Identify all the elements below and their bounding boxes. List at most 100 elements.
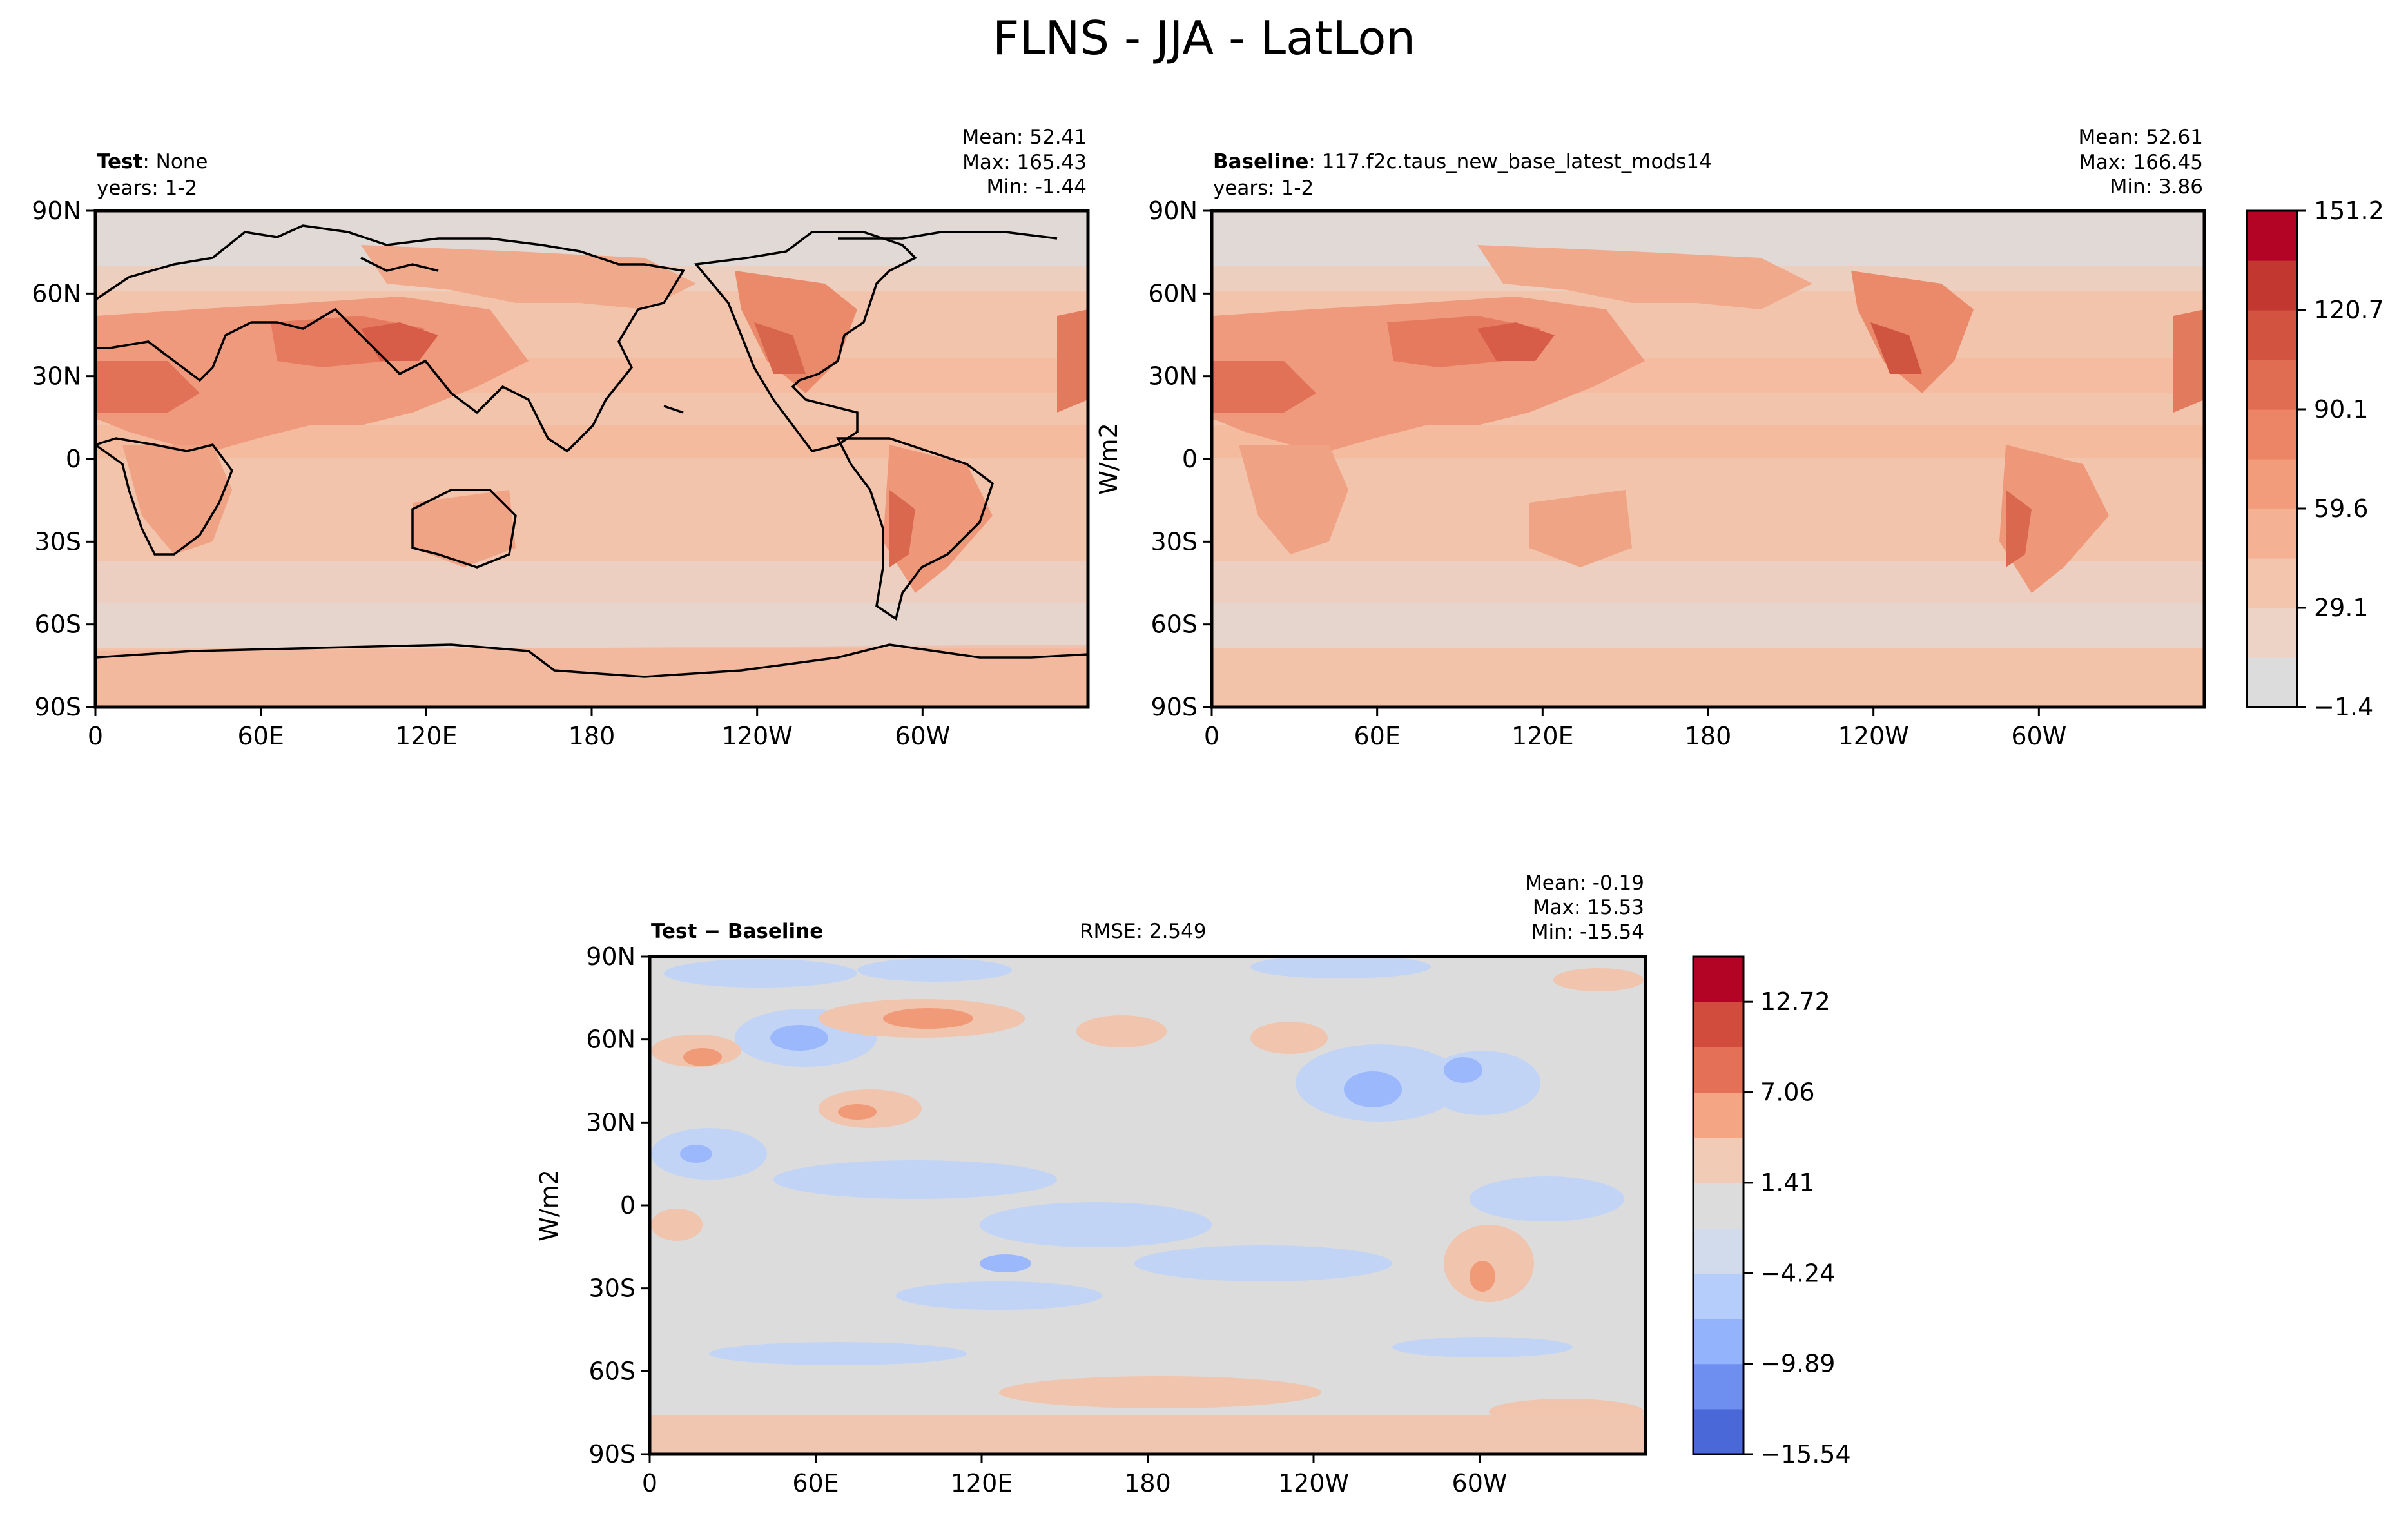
panel-diff-ylabel: W/m2 [535, 1169, 563, 1241]
panel-test-max: Max: 165.43 [962, 151, 1087, 174]
panel-test-xtick-label: 60W [895, 722, 950, 750]
colorbar-top-swatch [2247, 509, 2297, 559]
panel-baseline-ylabel: W/m2 [1094, 423, 1123, 495]
panel-baseline-field [1212, 211, 2204, 707]
colorbar-top-tick-label: 151.2 [2314, 197, 2384, 225]
panel-test-axes: 0 60E 120E 180 120W 60W 90N 60N 30N 0 30S 60S 90S [32, 197, 950, 750]
colorbar-top-swatch [2247, 360, 2297, 410]
panel-test-xtick-label: 60E [237, 722, 284, 750]
panel-diff-ytick-label: 30S [589, 1274, 636, 1303]
colorbar-diff: 12.72 7.06 1.41 −4.24 −9.89 −15.54 [1692, 955, 1851, 1468]
panel-diff-xtick-label: 60E [792, 1469, 839, 1497]
figure-title: FLNS - JJA - LatLon [993, 11, 1415, 65]
colorbar-diff-swatch [1693, 1182, 1743, 1229]
panel-baseline-ytick-label: 60S [1151, 610, 1198, 639]
panel-test-xtick-label: 120E [395, 722, 458, 750]
panel-test-coastlines [95, 224, 1088, 678]
colorbar-diff-swatch [1693, 957, 1743, 1002]
panel-test-title: Test: None [97, 150, 208, 173]
panel-baseline-years: years: 1-2 [1213, 177, 1314, 200]
panel-baseline-title: Baseline: 117.f2c.taus_new_base_latest_m… [1213, 150, 1712, 173]
panel-diff-rmse: RMSE: 2.549 [1080, 920, 1207, 943]
panel-diff-max: Max: 15.53 [1533, 896, 1644, 919]
panel-diff-xtick-label: 60W [1452, 1469, 1508, 1497]
panel-baseline-ytick-label: 30N [1148, 362, 1198, 391]
panel-diff-xtick-label: 0 [642, 1469, 657, 1497]
colorbar-diff-swatch [1693, 1273, 1743, 1319]
colorbar-top-swatch [2247, 260, 2297, 311]
panel-baseline-ytick-label: 60N [1148, 279, 1198, 307]
colorbar-top-swatch [2247, 409, 2297, 460]
colorbar-top-swatch [2247, 211, 2297, 261]
panel-baseline-min: Min: 3.86 [2110, 175, 2203, 199]
panel-baseline-xtick-label: 60W [2011, 722, 2066, 750]
panel-diff-title: Test − Baseline [651, 920, 823, 943]
panel-diff-ytick-label: 60S [589, 1357, 636, 1385]
colorbar-diff-swatch [1693, 1408, 1743, 1455]
panel-baseline-xtick-label: 180 [1685, 722, 1732, 750]
colorbar-diff-frame [1692, 955, 1745, 1455]
colorbar-diff-tick-label: 12.72 [1760, 988, 1830, 1016]
panel-test-xtick-label: 0 [88, 722, 103, 750]
panel-test-ytick-label: 60S [35, 610, 81, 639]
panel-baseline-xtick-label: 0 [1204, 722, 1219, 750]
panel-test-ytick-label: 90N [32, 197, 81, 225]
panel-baseline-ytick-label: 0 [1182, 445, 1198, 473]
panel-baseline-axes: 0 60E 120E 180 120W 60W 90N 60N 30N 0 30S 60S 90S [1148, 197, 2066, 750]
panel-baseline-ytick-label: 30S [1151, 527, 1198, 556]
colorbar-top-swatch [2247, 459, 2297, 509]
panel-diff: Test − Baseline RMSE: 2.549 Mean: -0.19 … [535, 871, 1647, 1497]
colorbar-diff-tick-label: 7.06 [1760, 1078, 1815, 1107]
colorbar-top-frame [2246, 209, 2298, 708]
panel-baseline-max: Max: 166.45 [2079, 151, 2203, 174]
colorbar-diff-swatch [1693, 1047, 1743, 1093]
panel-test-ytick-label: 0 [66, 445, 81, 473]
panel-diff-xtick-label: 180 [1124, 1469, 1171, 1497]
panel-test: Test: None years: 1-2 Mean: 52.41 Max: 1… [32, 126, 1090, 750]
panel-test-mean: Mean: 52.41 [962, 126, 1087, 149]
panel-baseline-ytick-label: 90N [1148, 197, 1198, 225]
panel-diff-xtick-label: 120W [1278, 1469, 1349, 1497]
panel-diff-min: Min: -15.54 [1531, 920, 1644, 944]
panel-baseline-xtick-label: 120W [1838, 722, 1909, 750]
colorbar-top-swatch [2247, 310, 2297, 360]
panel-diff-xtick-label: 120E [951, 1469, 1013, 1497]
panel-diff-ytick-label: 90N [586, 942, 636, 971]
panel-baseline-xtick-label: 60E [1354, 722, 1400, 750]
colorbar-diff-tick-label: 1.41 [1760, 1169, 1815, 1197]
colorbar-top-tick-label: −1.4 [2314, 693, 2373, 721]
colorbar-top-tick-label: 120.7 [2314, 296, 2384, 324]
colorbar-top-tick-label: 59.6 [2314, 494, 2369, 523]
colorbar-diff-swatch [1693, 1002, 1743, 1047]
panel-diff-mean: Mean: -0.19 [1525, 871, 1644, 895]
panel-baseline: Baseline: 117.f2c.taus_new_base_latest_m… [1094, 126, 2206, 750]
colorbar-diff-tick-label: −15.54 [1760, 1440, 1851, 1468]
colorbar-top-swatch [2247, 608, 2297, 658]
panel-test-ytick-label: 30N [32, 362, 81, 391]
panel-diff-ytick-label: 90S [589, 1440, 636, 1468]
panel-baseline-mean: Mean: 52.61 [2078, 126, 2203, 149]
panel-diff-axes: 0 60E 120E 180 120W 60W 90N 60N 30N 0 30S 60S 90S [586, 942, 1507, 1497]
colorbar-diff-swatch [1693, 1092, 1743, 1138]
panel-test-ytick-label: 60N [32, 279, 81, 307]
colorbar-top-swatch [2247, 657, 2297, 708]
panel-test-field [95, 211, 1088, 707]
colorbar-diff-tick-label: −9.89 [1760, 1350, 1835, 1378]
colorbar-diff-swatch [1693, 1228, 1743, 1274]
colorbar-diff-swatch [1693, 1318, 1743, 1365]
panel-test-years: years: 1-2 [97, 177, 197, 200]
panel-test-xtick-label: 120W [722, 722, 793, 750]
panel-diff-ytick-label: 30N [586, 1108, 636, 1136]
colorbar-diff-tick-label: −4.24 [1760, 1259, 1835, 1287]
panel-diff-ytick-label: 60N [586, 1026, 636, 1054]
colorbar-top: 151.2 120.7 90.1 59.6 29.1 −1.4 [2246, 197, 2384, 721]
panel-diff-ytick-label: 0 [620, 1191, 636, 1220]
colorbar-diff-swatch [1693, 1363, 1743, 1410]
colorbar-top-tick-label: 90.1 [2314, 395, 2369, 423]
panel-baseline-xtick-label: 120E [1511, 722, 1574, 750]
colorbar-top-swatch [2247, 558, 2297, 608]
panel-test-min: Min: -1.44 [986, 175, 1087, 199]
panel-test-ytick-label: 90S [35, 693, 81, 721]
colorbar-top-tick-label: 29.1 [2314, 594, 2369, 622]
